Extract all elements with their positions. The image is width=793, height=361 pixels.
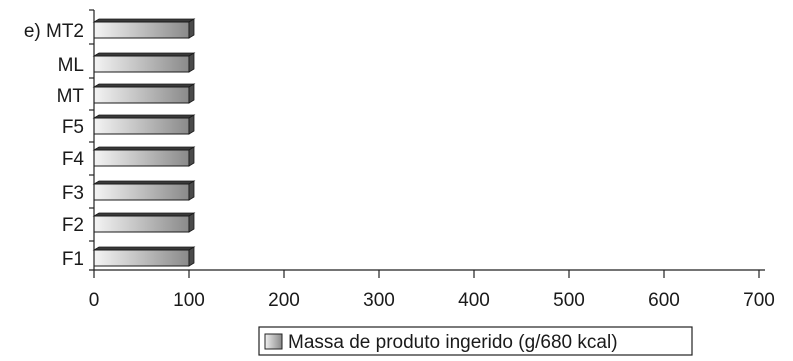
bar-side-face-f2 bbox=[188, 212, 195, 233]
category-label-mt2: e) MT2 bbox=[24, 21, 84, 42]
bar-f1 bbox=[93, 249, 190, 267]
x-tick-label-200: 200 bbox=[268, 290, 300, 311]
x-tick-label-100: 100 bbox=[173, 290, 205, 311]
category-label-mt: MT bbox=[57, 86, 85, 107]
bar-mt bbox=[93, 86, 190, 104]
category-label-f4: F4 bbox=[62, 149, 85, 170]
bar-f2 bbox=[93, 215, 190, 233]
category-label-ml: ML bbox=[58, 55, 84, 76]
x-tick-label-300: 300 bbox=[363, 290, 395, 311]
bar-side-face-mt2 bbox=[188, 18, 195, 39]
x-tick-label-0: 0 bbox=[89, 290, 100, 311]
bar-f3 bbox=[93, 183, 190, 201]
bar-f4 bbox=[93, 149, 190, 167]
bar-side-face-f4 bbox=[188, 146, 195, 167]
bar-side-face-mt bbox=[188, 83, 195, 104]
x-tick-label-500: 500 bbox=[553, 290, 585, 311]
x-tick-label-700: 700 bbox=[743, 290, 775, 311]
bar-side-face-f1 bbox=[188, 246, 195, 267]
bar-f5 bbox=[93, 117, 190, 135]
category-label-f5: F5 bbox=[62, 117, 84, 138]
legend-label: Massa de produto ingerido (g/680 kcal) bbox=[288, 332, 618, 353]
bar-ml bbox=[93, 55, 190, 73]
x-tick-label-600: 600 bbox=[648, 290, 680, 311]
category-label-f2: F2 bbox=[62, 215, 84, 236]
bar-mt2 bbox=[93, 21, 190, 39]
legend-swatch bbox=[264, 333, 283, 350]
legend-box bbox=[258, 326, 693, 356]
bar-side-face-f5 bbox=[188, 114, 195, 135]
category-label-f3: F3 bbox=[62, 183, 84, 204]
x-tick-label-400: 400 bbox=[458, 290, 490, 311]
bar-side-face-ml bbox=[188, 52, 195, 73]
bar-side-face-f3 bbox=[188, 180, 195, 201]
category-label-f1: F1 bbox=[62, 249, 84, 270]
